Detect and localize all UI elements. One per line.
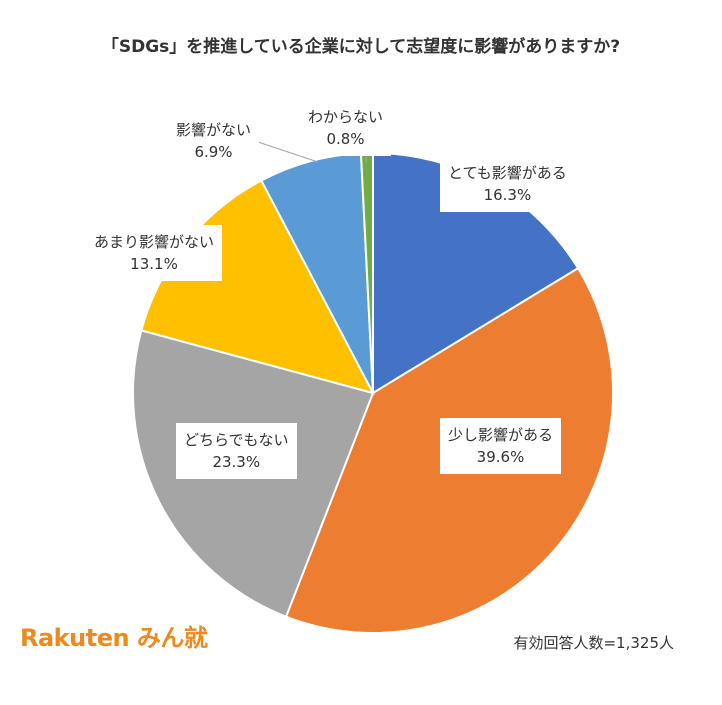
slice-name: 影響がない — [176, 121, 252, 139]
slice-label-sukoshi: 少し影響がある 39.6% — [440, 418, 562, 474]
slice-name: 少し影響がある — [448, 426, 554, 444]
slice-label-dochira: どちらでもない 23.3% — [176, 423, 297, 479]
slice-label-amari: あまり影響がない 13.1% — [86, 225, 223, 281]
chart-title: 「SDGs」を推進している企業に対して志望度に影響がありますか? — [101, 37, 621, 57]
leader-lines — [257, 141, 367, 163]
slice-name: とても影響がある — [448, 164, 567, 182]
slice-value: 6.9% — [194, 143, 233, 161]
slice-value: 39.6% — [476, 448, 525, 466]
slice-value: 13.1% — [130, 255, 178, 273]
slice-value: 0.8% — [326, 130, 365, 148]
slice-name: どちらでもない — [184, 431, 289, 449]
slice-name: あまり影響がない — [94, 233, 215, 251]
rakuten-minshu-logo: Rakuten みん就 — [20, 624, 208, 652]
leader-line-nai — [257, 141, 319, 163]
slice-label-nai: 影響がない 6.9% — [168, 113, 260, 169]
slice-label-wakaranai: わからない 0.8% — [300, 100, 392, 156]
slice-label-totemo: とても影響がある 16.3% — [440, 156, 575, 212]
slice-value: 16.3% — [483, 186, 532, 204]
respondent-count: 有効回答人数=1,325人 — [513, 634, 674, 652]
slice-name: わからない — [308, 108, 384, 126]
slice-value: 23.3% — [212, 453, 261, 471]
